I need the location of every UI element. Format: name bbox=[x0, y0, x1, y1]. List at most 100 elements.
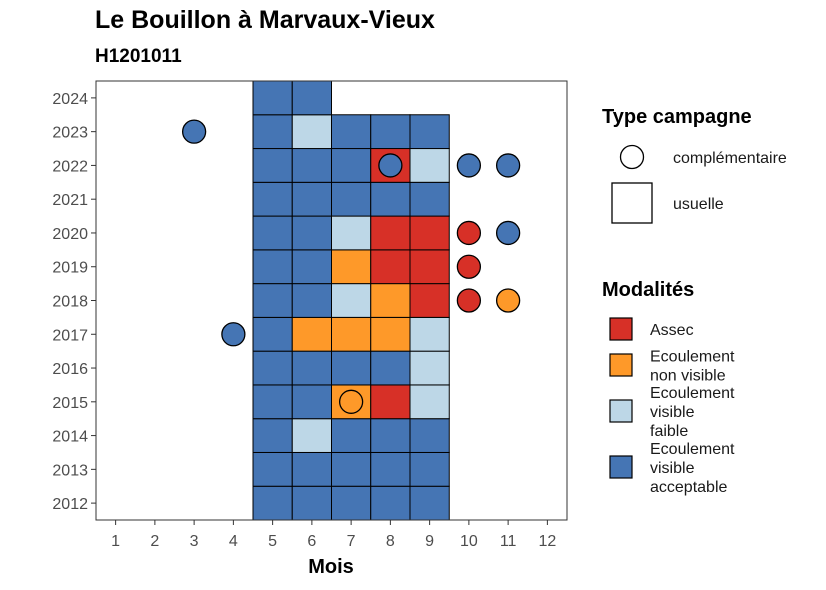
chart-subtitle: H1201011 bbox=[95, 46, 182, 67]
legend-type-label: complémentaire bbox=[673, 150, 787, 167]
tile-2020-9 bbox=[409, 215, 450, 251]
y-tick-label: 2024 bbox=[52, 91, 88, 108]
legend-modalite-label: Ecoulement bbox=[650, 441, 735, 458]
tile-2017-8 bbox=[370, 316, 411, 352]
tile-2022-6 bbox=[291, 148, 332, 183]
legend-modalite-key bbox=[609, 455, 633, 479]
y-tick-label: 2021 bbox=[52, 192, 88, 209]
tile-2014-8 bbox=[370, 418, 411, 453]
legend-square-key bbox=[611, 182, 653, 224]
chart-title: Le Bouillon à Marvaux-Vieux bbox=[95, 6, 435, 34]
tile-2019-5 bbox=[252, 249, 293, 285]
legend-modalite-label: Assec bbox=[650, 322, 694, 339]
tile-2012-9 bbox=[409, 485, 450, 521]
tile-2018-8 bbox=[370, 283, 411, 318]
tile-2012-5 bbox=[252, 485, 293, 521]
point-2015-7 bbox=[338, 389, 364, 414]
axes: 1 2 3 4 5 6 7 8 9 10 11 122012201320142015201620172… bbox=[52, 91, 556, 550]
tile-2013-5 bbox=[252, 451, 293, 487]
x-tick-label: 2 bbox=[150, 533, 159, 550]
point-2017-4 bbox=[221, 322, 246, 347]
tile-2018-6 bbox=[291, 283, 332, 318]
x-tick-label: 6 bbox=[307, 533, 316, 550]
point-2022-8 bbox=[378, 153, 403, 178]
x-tick-label: 5 bbox=[268, 533, 277, 550]
tile-2012-8 bbox=[370, 485, 411, 521]
tile-2019-6 bbox=[291, 249, 332, 285]
legend-modalite-label: non visible bbox=[650, 368, 726, 385]
point-2022-11 bbox=[495, 153, 521, 178]
x-tick-label: 8 bbox=[386, 533, 395, 550]
tile-2014-5 bbox=[252, 418, 293, 453]
point-2020-11 bbox=[495, 220, 521, 246]
tile-2015-8 bbox=[370, 384, 411, 420]
x-tick-label: 7 bbox=[347, 533, 356, 550]
tile-2016-6 bbox=[291, 350, 332, 386]
tile-2012-6 bbox=[291, 485, 332, 521]
tile-2017-7 bbox=[331, 316, 372, 352]
tile-2019-7 bbox=[331, 249, 372, 285]
tile-2021-8 bbox=[370, 181, 411, 217]
tile-2022-7 bbox=[331, 148, 372, 183]
tile-2017-5 bbox=[252, 316, 293, 352]
tile-2018-5 bbox=[252, 283, 293, 318]
legend-modalite-key bbox=[609, 399, 633, 423]
tile-2021-6 bbox=[291, 181, 332, 217]
legend-modalite-key bbox=[609, 353, 633, 377]
tile-2013-9 bbox=[409, 451, 450, 487]
point-2018-11 bbox=[495, 288, 521, 313]
y-tick-label: 2016 bbox=[52, 361, 88, 378]
x-axis-title: Mois bbox=[308, 556, 354, 578]
tile-2013-7 bbox=[331, 451, 372, 487]
tile-2020-6 bbox=[291, 215, 332, 251]
tile-2021-5 bbox=[252, 181, 293, 217]
y-tick-label: 2019 bbox=[52, 260, 88, 277]
tile-2019-8 bbox=[370, 249, 411, 285]
tile-2020-8 bbox=[370, 215, 411, 251]
legend-type-label: usuelle bbox=[673, 196, 724, 213]
tile-2015-5 bbox=[252, 384, 293, 420]
tile-2023-7 bbox=[331, 114, 372, 150]
legend-modalite-label: visible bbox=[650, 404, 695, 421]
legend-type-title: Type campagne bbox=[602, 106, 752, 128]
tile-2022-9 bbox=[409, 148, 450, 183]
x-tick-label: 10 bbox=[460, 533, 478, 550]
y-tick-label: 2012 bbox=[52, 496, 88, 513]
plot-area bbox=[95, 80, 568, 521]
tile-2019-9 bbox=[409, 249, 450, 285]
x-tick-label: 11 bbox=[500, 533, 517, 550]
point-2018-10 bbox=[456, 288, 482, 313]
tile-2021-9 bbox=[409, 181, 450, 217]
tile-2020-5 bbox=[252, 215, 293, 251]
tile-2024-6 bbox=[291, 80, 332, 116]
y-tick-label: 2023 bbox=[52, 125, 88, 142]
tile-2017-9 bbox=[409, 316, 450, 352]
legend-modalite-label: Ecoulement bbox=[650, 385, 735, 402]
legend: Type campagne complémentaire usuelle Modali… bbox=[602, 106, 787, 496]
tile-2013-6 bbox=[291, 451, 332, 487]
y-tick-label: 2014 bbox=[52, 429, 88, 446]
tile-2014-7 bbox=[331, 418, 372, 453]
tile-2023-6 bbox=[291, 114, 332, 150]
point-2020-10 bbox=[456, 220, 482, 246]
y-tick-label: 2017 bbox=[52, 327, 88, 344]
tile-2018-9 bbox=[409, 283, 450, 318]
tile-2013-8 bbox=[370, 451, 411, 487]
y-tick-label: 2013 bbox=[52, 462, 88, 479]
tile-2014-6 bbox=[291, 418, 332, 453]
tile-2014-9 bbox=[409, 418, 450, 453]
legend-modalite-label: acceptable bbox=[650, 479, 727, 496]
legend-modalite-key bbox=[609, 317, 633, 341]
x-tick-label: 3 bbox=[190, 533, 199, 550]
point-2022-10 bbox=[456, 153, 482, 178]
tile-2018-7 bbox=[331, 283, 372, 318]
point-2023-3 bbox=[181, 119, 207, 144]
tile-2021-7 bbox=[331, 181, 372, 217]
tile-2015-6 bbox=[291, 384, 332, 420]
legend-modalite-label: visible bbox=[650, 460, 695, 477]
tile-2023-5 bbox=[252, 114, 293, 150]
tile-2023-9 bbox=[409, 114, 450, 150]
legend-modalite-label: Ecoulement bbox=[650, 349, 735, 366]
x-tick-label: 9 bbox=[425, 533, 434, 550]
